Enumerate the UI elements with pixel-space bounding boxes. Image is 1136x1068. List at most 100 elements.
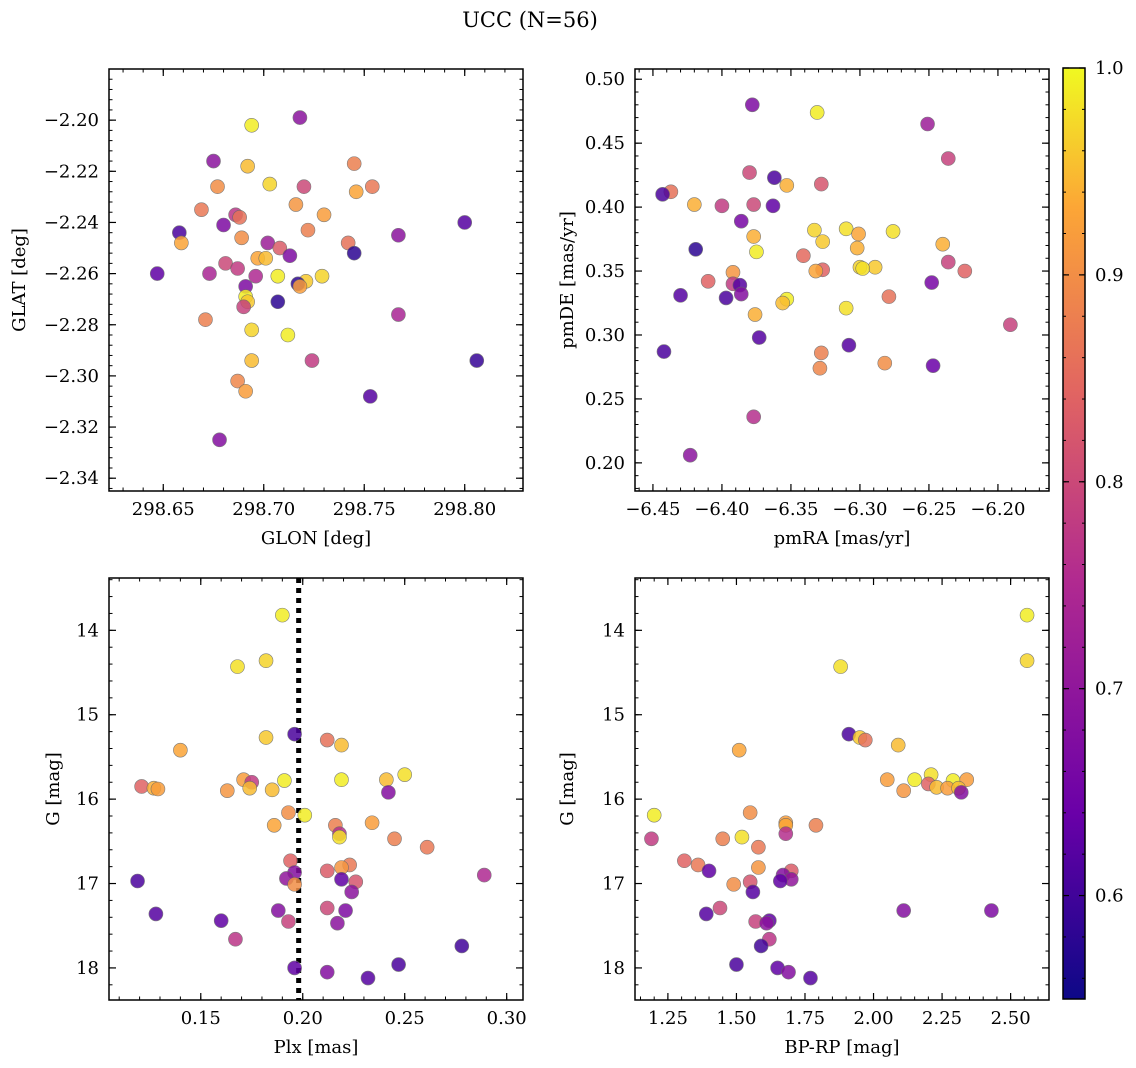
scatter-point: [300, 222, 316, 238]
scatter-point: [767, 170, 782, 185]
x-tick-label: −6.40: [694, 499, 749, 520]
y-tick-label: −2.26: [44, 264, 99, 285]
y-tick-label: 0.20: [585, 453, 625, 474]
scatter-point: [277, 773, 292, 788]
scatter-point: [319, 732, 335, 748]
scatter-point: [287, 726, 302, 742]
scatter-point: [292, 279, 308, 294]
scatter-point: [646, 807, 662, 823]
scatter-point: [219, 783, 235, 798]
scatter-point: [779, 178, 795, 193]
figure-title: UCC (N=56): [462, 8, 598, 32]
y-tick-label: −2.32: [44, 417, 99, 438]
x-tick-label: 0.15: [181, 1008, 221, 1029]
scatter-point: [292, 110, 308, 125]
scatter-point: [314, 268, 330, 284]
y-tick-label: 14: [602, 620, 625, 641]
x-tick-label: 298.80: [433, 499, 496, 520]
scatter-point: [244, 322, 259, 338]
scatter-point: [838, 221, 854, 237]
scatter-point: [1019, 607, 1035, 623]
scatter-point: [751, 839, 766, 855]
scatter-point: [230, 373, 245, 389]
colorbar-frame: [1062, 67, 1086, 1000]
scatter-point: [867, 259, 883, 275]
scatter-point: [744, 97, 760, 113]
scatter-point: [236, 299, 251, 315]
scatter-point: [673, 288, 688, 303]
scatter-point: [346, 156, 362, 171]
y-tick-label: −2.24: [44, 212, 99, 233]
y-axis-label: G [mag]: [43, 752, 64, 825]
scatter-point: [984, 903, 999, 918]
scatter-point: [773, 873, 788, 889]
scatter-point: [813, 176, 829, 192]
panel-2: −6.45 −6.40 −6.35 −6.30 −6.25 −6.20 0.20 0.25 0.…: [557, 68, 1050, 549]
panels: 298.65 298.70 298.75 298.80 −2.34 −2.32 −2.30 −…: [9, 68, 1050, 1058]
panel-1: 298.65 298.70 298.75 298.80 −2.34 −2.32 −2.30 −…: [9, 68, 524, 549]
x-tick-label: 1.75: [785, 1008, 825, 1029]
x-tick-label: 2.00: [853, 1008, 893, 1029]
x-tick-label: 298.65: [132, 499, 195, 520]
scatter-point: [731, 742, 747, 758]
y-tick-label: 18: [602, 958, 625, 979]
y-tick-label: 15: [76, 705, 99, 726]
scatter-point: [935, 236, 951, 252]
scatter-point: [248, 268, 264, 284]
x-axis-label: Plx [mas]: [274, 1037, 359, 1058]
y-tick-label: −2.30: [44, 366, 99, 387]
scatter-point: [319, 900, 335, 916]
scatter-point: [419, 839, 435, 855]
scatter-point: [747, 307, 763, 322]
scatter-point: [334, 737, 349, 753]
scatter-point: [319, 964, 335, 980]
colorbar-tick-label: 0.8: [1095, 472, 1124, 493]
scatter-point: [833, 659, 848, 674]
scatter-point: [812, 360, 828, 376]
scatter-point: [238, 383, 253, 399]
scatter-point: [338, 903, 353, 918]
scatter-point: [656, 344, 672, 359]
scatter-point: [216, 217, 231, 233]
plot-frame: [108, 68, 524, 492]
scatter-point: [1019, 653, 1035, 669]
x-tick-label: −6.25: [901, 499, 956, 520]
scatter-point: [858, 732, 873, 748]
scatter-point: [644, 831, 659, 847]
scatter-point: [877, 355, 893, 371]
scatter-point: [775, 295, 790, 311]
scatter-point: [148, 906, 164, 922]
scatter-point: [198, 312, 213, 327]
y-tick-label: 0.45: [585, 133, 625, 154]
scatter-point: [700, 273, 716, 289]
y-tick-label: 0.35: [585, 261, 625, 282]
scatter-point: [457, 215, 473, 230]
scatter-points: [655, 97, 1018, 463]
colorbar-gradient: [1063, 68, 1085, 999]
scatter-point: [174, 235, 189, 251]
colorbar-tick-label: 1.0: [1095, 58, 1124, 79]
scatter-point: [781, 964, 796, 980]
scatter-point: [134, 779, 149, 794]
scatter-point: [270, 268, 286, 284]
x-tick-label: 2.50: [991, 1008, 1031, 1029]
scatter-point: [803, 970, 818, 986]
scatter-point: [742, 165, 757, 180]
scatter-point: [813, 345, 829, 361]
y-tick-label: −2.20: [44, 110, 99, 131]
scatter-point: [282, 248, 298, 264]
x-axis-label: pmRA [mas/yr]: [774, 528, 911, 549]
scatter-point: [258, 730, 274, 745]
scatter-point: [896, 783, 911, 798]
y-tick-label: 17: [76, 874, 99, 895]
x-axis-label: GLON [deg]: [261, 528, 371, 549]
scatter-point: [924, 275, 940, 290]
scatter-point: [210, 179, 225, 194]
scatter-point: [920, 116, 935, 132]
x-tick-label: −6.20: [970, 499, 1025, 520]
scatter-point: [319, 863, 335, 879]
scatter-point: [1003, 317, 1018, 333]
scatter-point: [701, 863, 717, 879]
scatter-point: [476, 867, 492, 883]
scatter-point: [232, 210, 247, 225]
